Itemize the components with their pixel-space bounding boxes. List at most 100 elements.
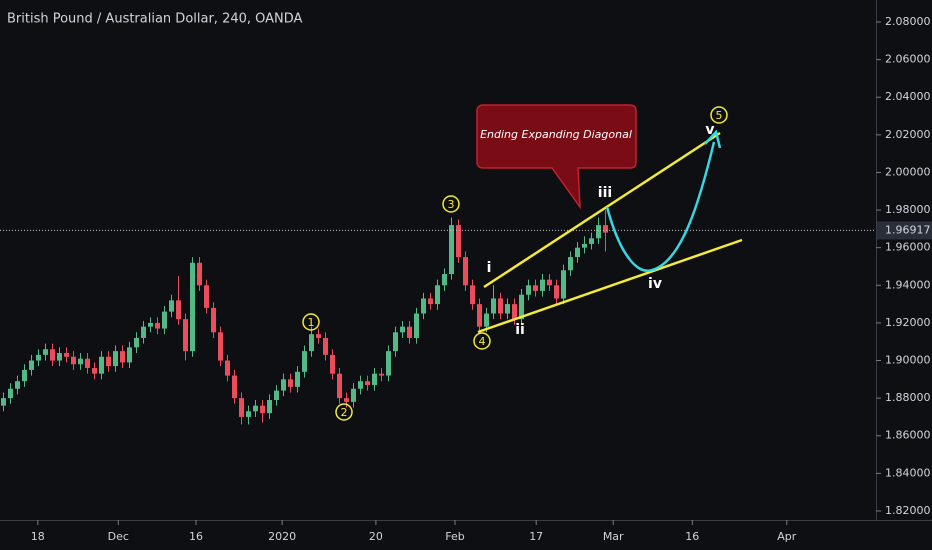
candle-body xyxy=(295,371,300,387)
candle-body xyxy=(561,270,566,299)
y-tick-label: 2.02000 xyxy=(885,128,931,141)
wave-label: 4 xyxy=(479,335,486,348)
x-tick-label: Mar xyxy=(603,530,624,543)
candle-body xyxy=(533,285,538,291)
y-tick-label: 1.96000 xyxy=(885,241,931,254)
candle-body xyxy=(582,243,587,248)
candle-body xyxy=(491,298,496,314)
callout-box xyxy=(476,104,637,210)
candle-body xyxy=(309,334,314,352)
candle-body xyxy=(456,225,461,258)
wave-circle xyxy=(442,195,460,213)
upper-trendline xyxy=(483,131,721,289)
candle-body xyxy=(449,225,454,275)
candle-body xyxy=(498,298,503,314)
x-tick-label: 2020 xyxy=(268,530,296,543)
candle-body xyxy=(239,398,244,417)
y-tick-label: 1.84000 xyxy=(885,466,931,479)
candle-body xyxy=(407,326,412,338)
candle-body xyxy=(8,388,13,399)
candle-body xyxy=(246,411,251,417)
candle-body xyxy=(64,352,69,357)
wave-label: 1 xyxy=(308,316,315,329)
y-tick-label: 1.90000 xyxy=(885,354,931,367)
candle-body xyxy=(316,334,321,338)
candle-body xyxy=(554,285,559,299)
x-tick-label: Apr xyxy=(777,530,797,543)
subwave-label: iii xyxy=(598,185,612,201)
candle-body xyxy=(526,285,531,295)
candle-body xyxy=(435,285,440,305)
candle-body xyxy=(323,337,328,355)
projection-curve xyxy=(605,141,716,272)
candle-body xyxy=(400,326,405,333)
candle-body xyxy=(15,381,20,389)
candle-body xyxy=(190,262,195,352)
candle-body xyxy=(547,279,552,286)
candle-body xyxy=(477,304,482,327)
candle-body xyxy=(414,313,419,338)
y-tick-label: 1.94000 xyxy=(885,278,931,291)
candle-body xyxy=(176,300,181,320)
x-tick-label: 16 xyxy=(685,530,699,543)
candle-body xyxy=(120,351,125,363)
candle-body xyxy=(197,262,202,286)
x-tick-label: Dec xyxy=(108,530,129,543)
candle-body xyxy=(421,298,426,314)
subwave-label: i xyxy=(487,260,492,276)
x-tick-label: Feb xyxy=(445,530,464,543)
current-price-box xyxy=(877,221,932,240)
candle-body xyxy=(92,368,97,374)
candle-body xyxy=(22,369,27,382)
candle-body xyxy=(57,352,62,361)
y-tick-label: 2.08000 xyxy=(885,15,931,28)
candle-body xyxy=(484,313,489,327)
candle-body xyxy=(99,356,104,374)
candle-body xyxy=(428,298,433,305)
y-tick-label: 1.88000 xyxy=(885,391,931,404)
y-tick-label: 1.92000 xyxy=(885,316,931,329)
plot-area xyxy=(1,210,608,425)
y-tick-label: 1.98000 xyxy=(885,203,931,216)
candle-body xyxy=(575,247,580,258)
candle-body xyxy=(50,349,55,361)
projection-arrow xyxy=(704,129,722,149)
candle-body xyxy=(470,285,475,305)
candle-body xyxy=(134,337,139,348)
wave-label: 5 xyxy=(716,109,723,122)
x-tick-label: 17 xyxy=(529,530,543,543)
candle-body xyxy=(344,398,349,402)
candle-body xyxy=(169,300,174,312)
callout-text: Ending Expanding Diagonal xyxy=(480,128,632,141)
candle-body xyxy=(386,351,391,376)
candle-body xyxy=(141,326,146,338)
candle-body xyxy=(540,279,545,291)
candle-body xyxy=(162,311,167,329)
subwave-label: v xyxy=(705,122,714,138)
subwave-label: iv xyxy=(648,276,662,292)
y-tick-label: 2.00000 xyxy=(885,165,931,178)
current-price-label: 1.96917 xyxy=(885,223,931,236)
candle-body xyxy=(267,400,272,414)
candle-body xyxy=(85,358,90,369)
candle-body xyxy=(43,349,48,355)
wave-circle xyxy=(302,313,320,331)
candle-body xyxy=(463,257,468,286)
candle-body xyxy=(568,257,573,271)
candle-body xyxy=(71,356,76,365)
candle-body xyxy=(281,379,286,391)
x-tick-label: 20 xyxy=(369,530,383,543)
wave-label: 3 xyxy=(448,198,455,211)
candle-body xyxy=(302,351,307,372)
candle-body xyxy=(442,274,447,286)
wave-label: 2 xyxy=(341,406,348,419)
candle-body xyxy=(603,225,608,233)
wave-circle xyxy=(335,403,353,421)
candle-body xyxy=(1,398,6,406)
candle-body xyxy=(218,332,223,361)
candle-body xyxy=(36,354,41,361)
candle-body xyxy=(225,360,230,376)
candle-body xyxy=(505,304,510,314)
